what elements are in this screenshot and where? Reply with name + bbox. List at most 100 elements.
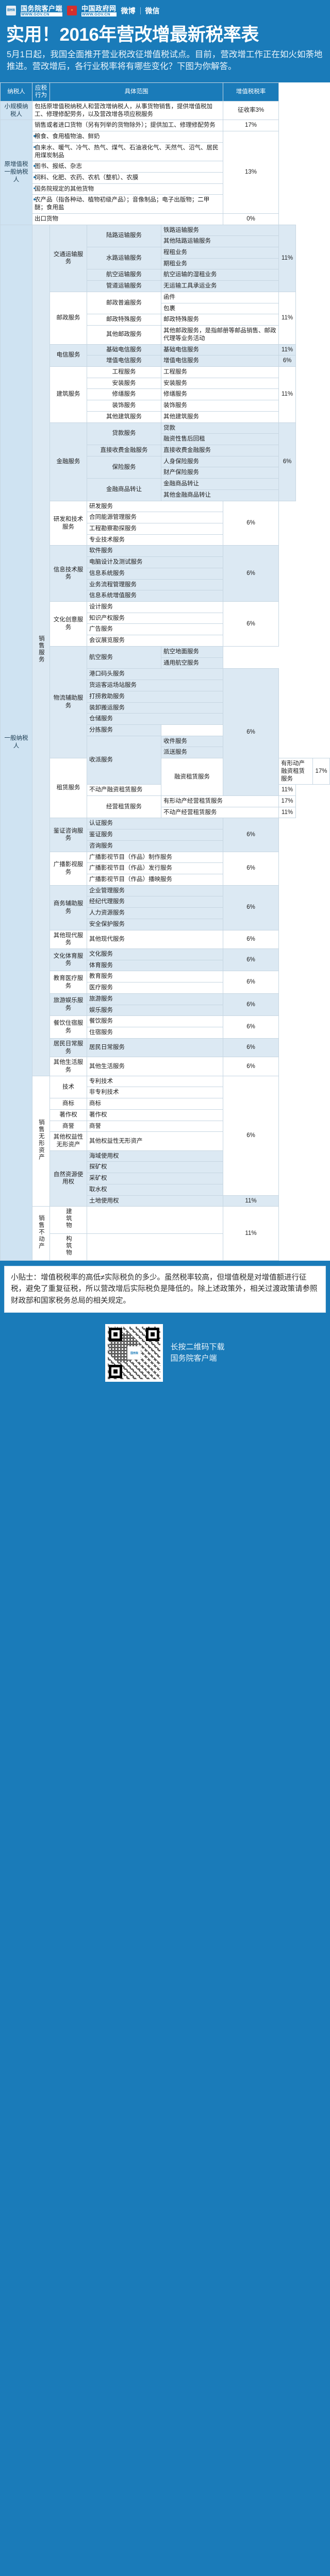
intangible-sub-其他权益性无形资产: 其他权益性无形资产 <box>50 1131 87 1151</box>
scope-item: 广播影视节目（作品）制作服务 <box>86 851 224 863</box>
scope-goods-13-item: 图书、报纸、杂志 <box>31 161 224 173</box>
scope-item: 采矿权 <box>86 1173 224 1184</box>
scope-item: 认证服务 <box>86 818 224 830</box>
scope-item: 基础电信服务 <box>160 344 279 356</box>
service-group-租赁服务: 租赁服务 <box>50 758 87 819</box>
service-sub-基础电信服务: 基础电信服务 <box>87 344 161 356</box>
intangible-sub-技术: 技术 <box>50 1075 87 1099</box>
scope-item: 仓储服务 <box>86 713 224 725</box>
qr-code-icon[interactable]: 国务院 <box>105 1324 163 1382</box>
service-group-物流辅助服务: 物流辅助服务 <box>50 646 87 759</box>
table-row: 其他现代服务其他现代服务其他现代服务6% <box>1 929 330 950</box>
divider <box>140 7 141 14</box>
scope-subitem: 派送服务 <box>160 747 224 759</box>
service-sub-经营租赁服务: 经营租赁服务 <box>87 795 161 819</box>
scope-export: 出口货物 <box>31 213 224 225</box>
scope-item: 商标 <box>86 1098 224 1110</box>
scope-item: 安装服务 <box>160 377 279 389</box>
table-row: 教育医疗服务教育医疗服务教育服务6% <box>1 971 330 994</box>
service-group-邮政服务: 邮政服务 <box>50 291 87 345</box>
service-sub-保险服务: 保险服务 <box>87 455 161 479</box>
scope-item: 非专利技术 <box>86 1087 224 1099</box>
table-body: 小规模纳税人 包括原增值税纳税人和营改增纳税人，从事货物销售，提供增值税加工、修理… <box>0 100 330 1261</box>
scope-item: 有形动产融资租赁服务 <box>278 758 313 785</box>
scope-item: 财产保险服务 <box>160 467 279 479</box>
table-row: 小规模纳税人 包括原增值税纳税人和营改增纳税人，从事货物销售，提供增值税加工、修理… <box>0 100 330 121</box>
table-row: 国务院规定的其他货物 <box>1 183 330 195</box>
scope-item: 企业管理服务 <box>86 885 224 897</box>
scope-item: 其他权益性无形资产 <box>86 1131 224 1151</box>
scope-subitem: 分拣服务 <box>87 724 161 736</box>
scope-item: 教育服务 <box>86 971 224 983</box>
service-sub-工程服务: 工程服务 <box>87 366 161 378</box>
rate-small-scale: 征收率3% <box>223 100 279 121</box>
table-row: 水路运输服务 程租业务 <box>0 247 330 270</box>
table-row: 著作权 著作权 <box>1 1109 330 1121</box>
qr-caption-line2: 国务院客户端 <box>170 1354 217 1363</box>
service-group-建筑服务: 建筑服务 <box>50 366 87 423</box>
scope-item: 其他邮政服务，是指邮册等邮品销售、邮政代理等业务活动 <box>160 325 279 345</box>
service-sub-其他邮政服务: 其他邮政服务 <box>87 325 161 345</box>
scope-item: 港口码头服务 <box>86 668 224 681</box>
brand-gov-web: 中国政府网 WWW.GOV.CN <box>81 5 117 16</box>
service-group-餐饮住宿服务: 餐饮住宿服务 <box>50 1015 87 1039</box>
rate-cell: 6% <box>223 1038 279 1058</box>
rate-cell: 6% <box>278 422 296 501</box>
guowuyuan-logo-icon: 国务院 <box>6 6 16 16</box>
payer-small-scale: 小规模纳税人 <box>0 100 32 121</box>
service-group-文化创意服务: 文化创意服务 <box>50 601 87 647</box>
scope-item: 货运客运场站服务 <box>86 680 224 691</box>
table-row: 经营租赁服务 有形动产经营租赁服务 17% <box>1 795 330 819</box>
brand-gov-client: 国务院客户端 WWW.GOV.CN <box>21 5 63 16</box>
rate-cell: 6% <box>223 971 279 994</box>
scope-item: 业务流程管理服务 <box>86 579 224 591</box>
service-group-鉴证咨询服务: 鉴证咨询服务 <box>50 818 87 852</box>
scope-item: 专业技术服务 <box>86 534 224 546</box>
table-header: 纳税人 应税行为 具体范围 增值税税率 <box>0 82 330 101</box>
rate-export: 0% <box>223 213 279 225</box>
qr-zone: 国务院 长按二维码下载 国务院客户端 <box>0 1313 330 1395</box>
scope-item: 取水权 <box>86 1183 224 1196</box>
table-row: 电信服务 基础电信服务 基础电信服务 11% <box>0 344 330 367</box>
service-group-其他生活服务: 其他生活服务 <box>50 1057 87 1076</box>
table-row: 商标 商标 <box>1 1098 330 1110</box>
scope-item: 软件服务 <box>86 545 224 557</box>
service-group-商务辅助服务: 商务辅助服务 <box>50 885 87 930</box>
infographic-page: 国务院 国务院客户端 WWW.GOV.CN ★ 中国政府网 WWW.GOV.CN… <box>0 0 330 1395</box>
scope-item: 安全保护服务 <box>86 918 224 930</box>
weibo-link[interactable]: 微博 <box>121 6 136 15</box>
table-row: 信息技术服务信息技术服务软件服务6% <box>0 545 330 602</box>
scope-item: 广告服务 <box>86 623 224 636</box>
scope-item: 其他陆路运输服务 <box>160 235 279 248</box>
scope-item: 著作权 <box>86 1109 224 1121</box>
scope-item: 信息系统服务 <box>86 567 224 580</box>
qr-caption: 长按二维码下载 国务院客户端 <box>170 1342 224 1365</box>
table-row: 图书、报纸、杂志 <box>1 161 330 173</box>
act-sales-service: 销售服务 <box>32 224 50 1076</box>
scope-item: 航空运输的湿租业务 <box>160 269 279 281</box>
scope-item: 直接收费金融服务 <box>160 444 279 456</box>
tax-rate-table: 纳税人 应税行为 具体范围 增值税税率 小规模纳税人 包括原增值税纳税人和营改增纳… <box>0 82 330 1261</box>
rate-cell: 11% <box>278 224 296 292</box>
table-row: 工程勘察勘探服务 <box>1 523 330 535</box>
weixin-link[interactable]: 微信 <box>145 6 160 15</box>
brand2-en: WWW.GOV.CN <box>81 12 117 16</box>
table-row: 港口码头服务 6% <box>0 668 330 796</box>
scope-item: 探矿权 <box>86 1161 224 1174</box>
rate-intangible: 6% <box>223 1075 279 1196</box>
national-emblem-icon: ★ <box>67 6 77 16</box>
scope-item: 铁路运输服务 <box>160 224 279 236</box>
scope-item: 有形动产经营租赁服务 <box>160 795 279 807</box>
act-sales-property: 销售不动产 <box>32 1206 50 1261</box>
table-row: 居民日常服务居民日常服务居民日常服务6% <box>0 1038 330 1058</box>
service-sub-装饰服务: 装饰服务 <box>87 400 161 412</box>
scope-goods-13-item: 自来水、暖气、冷气、热气、煤气、石油液化气、天然气、沼气、居民用煤炭制品 <box>31 142 224 162</box>
property-sub-建筑物: 建筑物 <box>50 1206 87 1234</box>
scope-item: 其他建筑服务 <box>160 411 279 423</box>
brand-bar: 国务院 国务院客户端 WWW.GOV.CN ★ 中国政府网 WWW.GOV.CN… <box>0 0 330 19</box>
table-row: 出口货物 0% <box>1 213 330 225</box>
table-row: 广播影视节目（作品）发行服务 <box>1 862 330 874</box>
scope-item: 广播影视节目（作品）播映服务 <box>86 874 224 886</box>
table-row: 建筑服务 工程服务 工程服务 11% <box>1 366 330 423</box>
table-row: 其他权益性无形资产 其他权益性无形资产 <box>1 1131 330 1151</box>
